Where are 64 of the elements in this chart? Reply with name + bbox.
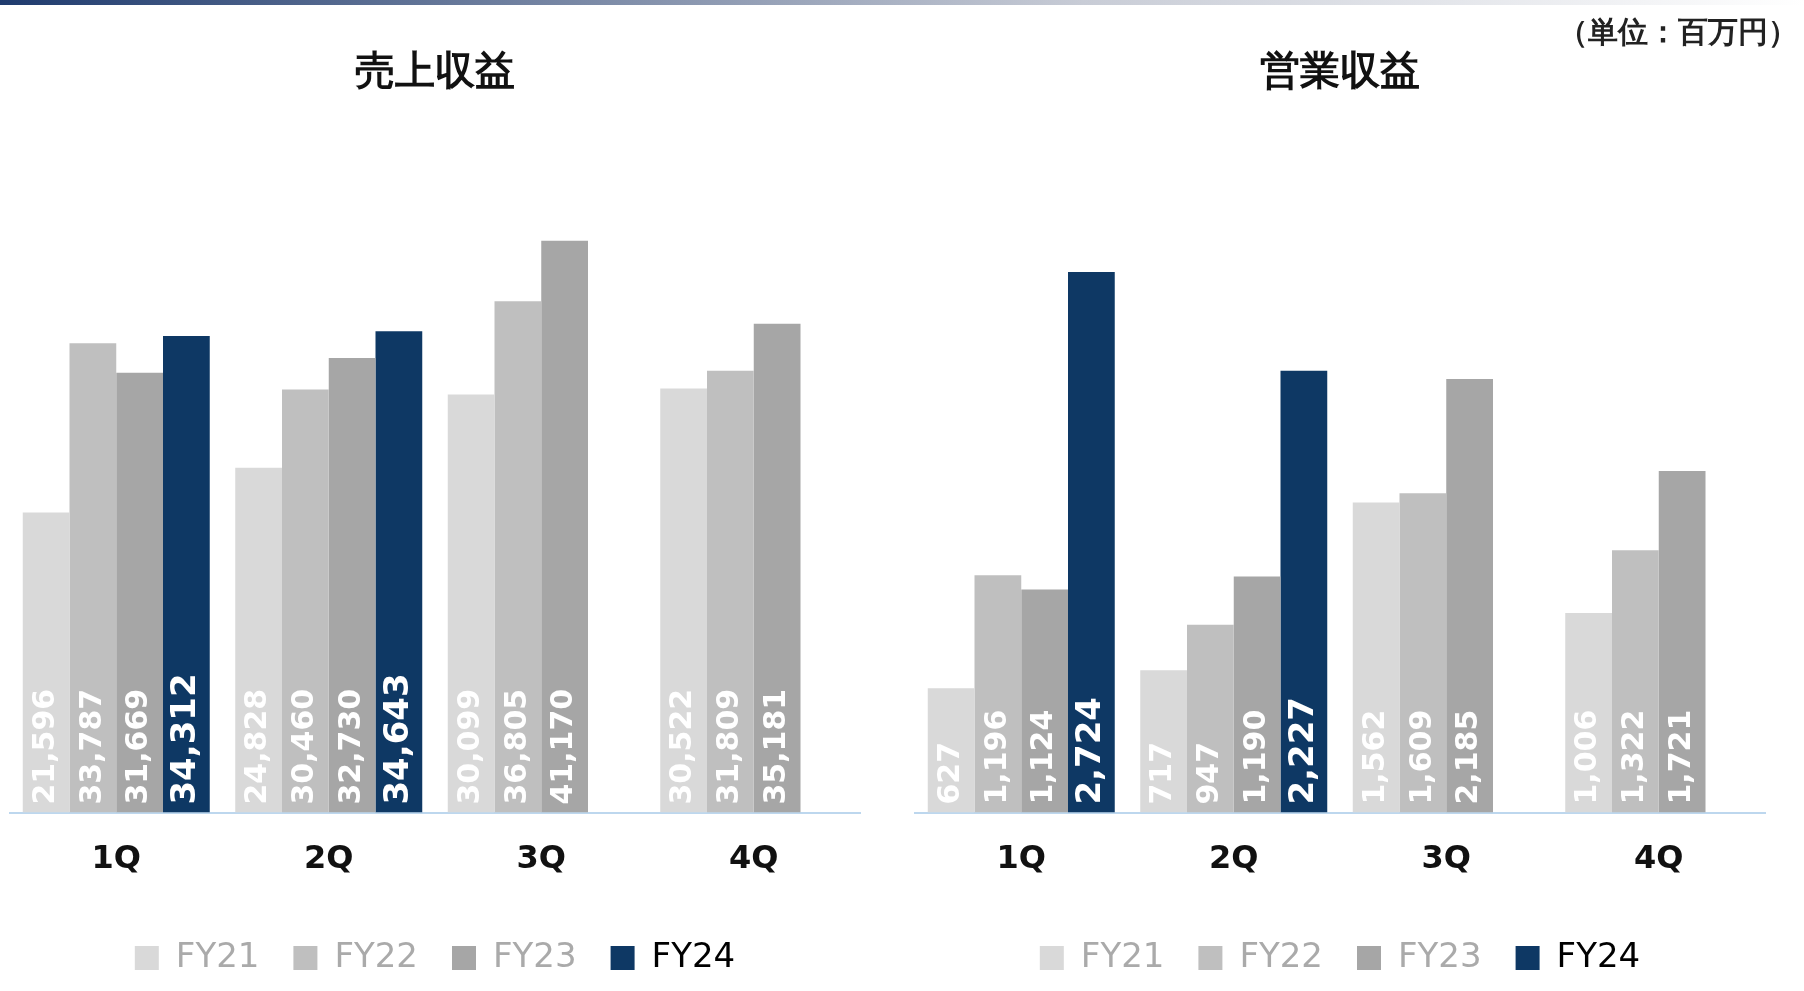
bar	[660, 388, 707, 813]
bar	[1021, 589, 1068, 813]
data-label: 2,227	[1280, 697, 1321, 805]
data-label: 1,609	[1402, 709, 1438, 805]
x-tick-label: 3Q	[1421, 838, 1471, 877]
data-label: 34,643	[375, 673, 416, 805]
bar	[447, 394, 495, 813]
x-tick-label: 3Q	[516, 838, 566, 877]
bar	[1399, 493, 1447, 813]
x-tick-label: 1Q	[996, 838, 1046, 877]
data-label: 947	[1190, 741, 1226, 805]
legend-label: FY23	[493, 934, 577, 975]
x-tick-label: 2Q	[304, 838, 354, 877]
bar	[1612, 550, 1659, 813]
data-label: 1,124	[1024, 709, 1060, 805]
legend-label: FY21	[175, 934, 260, 975]
data-label: 36,805	[497, 688, 533, 805]
legend-label: FY22	[1239, 934, 1323, 975]
bar	[1352, 502, 1400, 813]
bar	[22, 512, 70, 813]
bar	[1233, 576, 1281, 813]
bar	[282, 389, 329, 813]
bar	[1280, 370, 1328, 813]
chart-title: 売上収益	[355, 47, 515, 94]
bar	[1446, 378, 1493, 813]
data-label: 2,185	[1449, 709, 1485, 805]
bar	[235, 467, 282, 813]
data-label: 1,196	[977, 709, 1013, 805]
bar	[1187, 624, 1234, 813]
data-label: 1,322	[1615, 709, 1651, 805]
bar	[116, 372, 163, 813]
bar	[69, 343, 117, 813]
data-label: 41,170	[544, 688, 580, 805]
bar	[1068, 272, 1115, 813]
data-label: 1,721	[1661, 709, 1697, 805]
data-label: 33,787	[72, 688, 108, 805]
legend-label: FY23	[1398, 934, 1482, 975]
data-label: 1,190	[1236, 709, 1272, 805]
bar	[753, 323, 801, 813]
x-tick-label: 1Q	[91, 838, 141, 877]
legend-label: FY21	[1080, 934, 1165, 975]
chart-title: 営業収益	[1260, 47, 1420, 94]
bar	[494, 301, 542, 813]
data-label: 35,181	[756, 688, 792, 805]
bar	[375, 331, 423, 813]
data-label: 34,312	[163, 673, 204, 805]
bar	[1658, 471, 1706, 813]
data-label: 31,809	[710, 688, 746, 805]
x-tick-label: 2Q	[1209, 838, 1259, 877]
bar	[163, 335, 210, 813]
legend-label: FY22	[334, 934, 418, 975]
data-label: 2,724	[1068, 697, 1109, 805]
bar	[1140, 670, 1187, 813]
x-tick-label: 4Q	[1634, 838, 1684, 877]
data-label: 31,669	[119, 688, 155, 805]
legend-label: FY24	[1556, 934, 1641, 975]
bar	[707, 370, 754, 813]
bar	[328, 357, 376, 813]
text: （単位：百万円）	[1558, 13, 1798, 51]
data-label: 32,730	[331, 688, 367, 805]
data-label: 30,460	[285, 688, 321, 805]
legend-label: FY24	[651, 934, 736, 975]
bar	[541, 240, 588, 813]
x-tick-label: 4Q	[729, 838, 779, 877]
